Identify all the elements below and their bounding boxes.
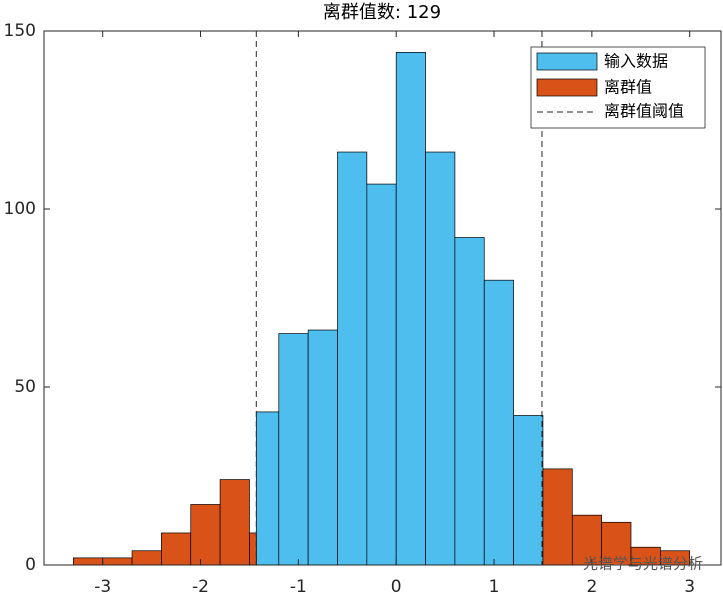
legend-label: 离群值 <box>604 78 652 97</box>
axes-box <box>43 30 722 566</box>
legend-label: 输入数据 <box>604 52 668 71</box>
x-tick-label: -3 <box>94 577 111 597</box>
histogram-bar <box>395 52 426 566</box>
histogram-bar <box>366 183 397 566</box>
histogram-bar <box>425 151 456 566</box>
histogram-bar <box>161 532 192 566</box>
histogram-bar <box>601 521 632 566</box>
y-tick-label: 150 <box>4 21 36 41</box>
y-tick-label: 100 <box>4 199 36 219</box>
y-tick-label: 50 <box>14 377 36 397</box>
histogram-bar <box>249 532 257 566</box>
histogram-bar <box>219 479 250 566</box>
y-tick-label: 0 <box>25 555 36 575</box>
histogram-bar <box>307 329 338 566</box>
x-tick-label: 0 <box>391 577 402 597</box>
histogram-bar <box>190 504 221 566</box>
histogram-bar <box>513 415 544 566</box>
x-tick-label: 1 <box>489 577 500 597</box>
histogram-bar <box>255 411 280 566</box>
histogram-bar <box>72 557 104 566</box>
histogram-bar <box>542 468 573 566</box>
chart-title: 离群值数: 129 <box>323 2 441 23</box>
x-tick-label: 2 <box>586 577 597 597</box>
histogram-bar <box>454 237 485 566</box>
x-tick-label: -2 <box>192 577 209 597</box>
x-tick-label: 3 <box>684 577 695 597</box>
legend-swatch <box>536 78 598 97</box>
histogram-bar <box>337 151 368 566</box>
histogram-bar <box>571 514 602 566</box>
histogram-bar <box>102 557 133 566</box>
histogram-bar <box>483 279 514 566</box>
histogram-bar <box>131 550 162 566</box>
legend-swatch <box>536 52 598 71</box>
histogram-bar <box>278 333 309 566</box>
x-tick-label: -1 <box>290 577 307 597</box>
legend-label: 离群值阈值 <box>604 102 684 121</box>
watermark: 光谱学与光谱分析 <box>583 555 703 573</box>
